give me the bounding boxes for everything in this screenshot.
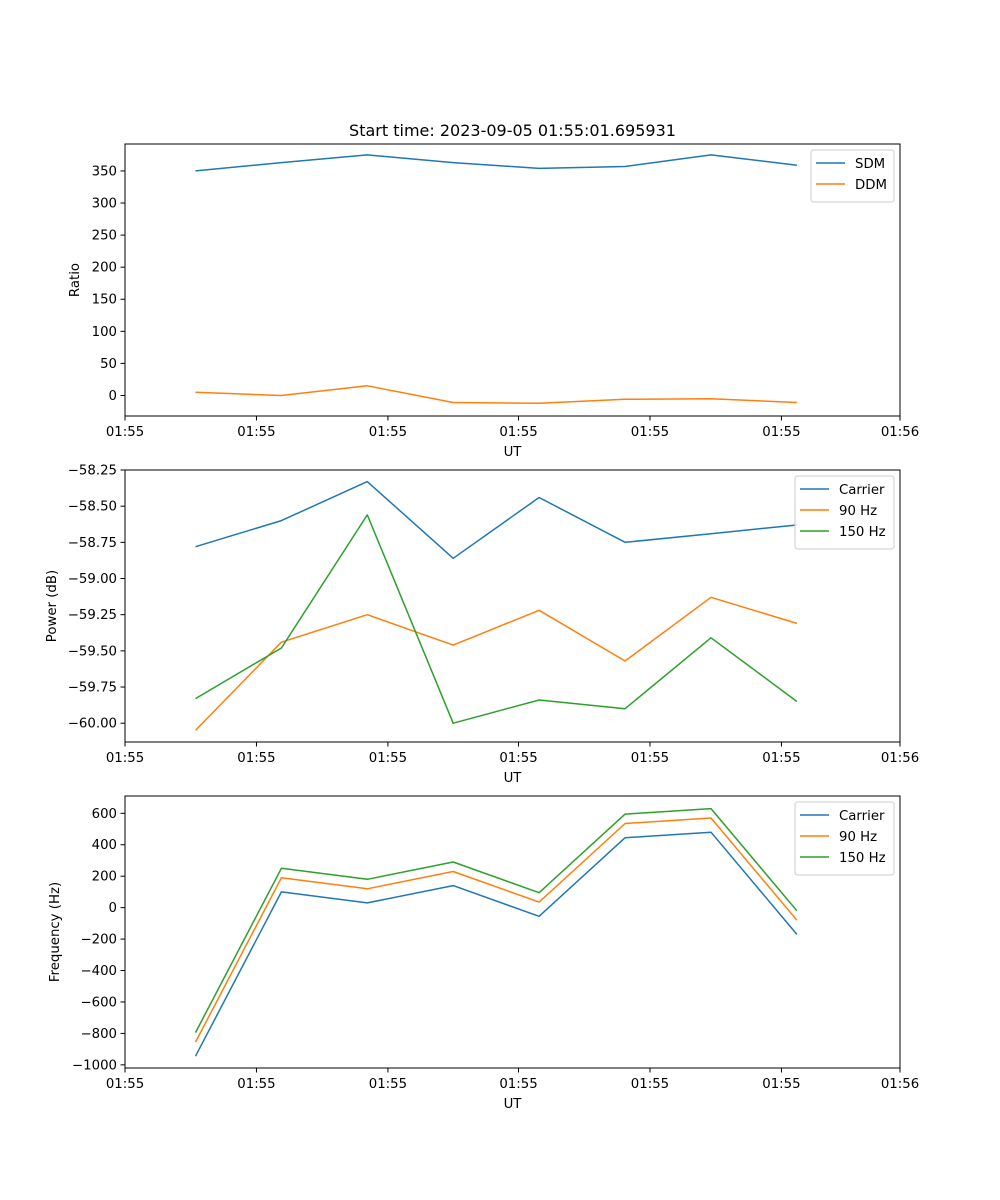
ratio-axes-frame (124, 143, 901, 417)
frequency-x-tick-label: 01:55 (237, 1077, 275, 1092)
power-x-tick-label: 01:55 (499, 751, 537, 766)
power-x-tick-label: 01:55 (106, 751, 144, 766)
frequency-y-tick-label: −1000 (72, 1058, 117, 1073)
power-panel: 01:55 01:55 01:55 01:55 01:55 01:55 01:56 −60.0… (45, 464, 919, 787)
ratio-legend-label-ddm: DDM (855, 178, 887, 193)
frequency-y-tick-label: −600 (80, 995, 117, 1010)
frequency-y-tick-label: 400 (92, 838, 117, 853)
ratio-y-tick-label: 150 (92, 293, 117, 308)
ratio-y-tick-label: 0 (109, 389, 117, 404)
ratio-series-line-sdm (195, 154, 797, 172)
ratio-x-tick-label: 01:55 (499, 425, 537, 440)
ratio-y-tick-label: 350 (92, 164, 117, 179)
frequency-y-tick-label: −800 (80, 1027, 117, 1042)
frequency-x-tick-label: 01:56 (881, 1077, 919, 1092)
power-y-tick-label: −59.75 (68, 681, 117, 696)
ratio-panel: 01:55 01:55 01:55 01:55 01:55 01:55 01:56 0 50 10… (68, 143, 919, 460)
ratio-y-axis-label: Ratio (68, 263, 83, 297)
ratio-legend-label-sdm: SDM (855, 157, 885, 172)
power-y-tick-label: −59.25 (68, 608, 117, 623)
frequency-y-tick-label: 0 (109, 901, 117, 916)
ratio-x-tick-label: 01:55 (106, 425, 144, 440)
power-y-axis-label: Power (dB) (45, 570, 60, 642)
frequency-legend-label-90-hz: 90 Hz (839, 830, 877, 845)
power-x-axis-label: UT (504, 771, 523, 786)
power-y-tick-label: −58.75 (68, 536, 117, 551)
frequency-panel: 01:55 01:55 01:55 01:55 01:55 01:55 01:56 −1000… (48, 795, 919, 1112)
frequency-legend-label-150-hz: 150 Hz (839, 851, 886, 866)
power-legend-label-150-hz: 150 Hz (839, 525, 886, 540)
ratio-y-tick-label: 50 (100, 357, 117, 372)
ratio-y-tick-label: 100 (92, 325, 117, 340)
frequency-x-tick-label: 01:55 (106, 1077, 144, 1092)
ratio-y-tick-label: 250 (92, 229, 117, 244)
power-y-tick-label: −58.50 (68, 500, 117, 515)
ratio-x-tick-label: 01:55 (631, 425, 669, 440)
frequency-y-tick-label: −400 (80, 964, 117, 979)
ratio-x-tick-label: 01:56 (881, 425, 919, 440)
frequency-series-line-90-hz (194, 817, 798, 1043)
ratio-x-axis-label: UT (504, 445, 523, 460)
chart-title: Start time: 2023-09-05 01:55:01.695931 (349, 121, 676, 140)
frequency-x-tick-label: 01:55 (499, 1077, 537, 1092)
frequency-series-line-carrier (194, 831, 798, 1057)
power-x-tick-label: 01:55 (762, 751, 800, 766)
ratio-y-tick-label: 300 (92, 197, 117, 212)
power-series-line-carrier (195, 480, 797, 560)
power-legend-label-90-hz: 90 Hz (839, 504, 877, 519)
power-x-tick-label: 01:55 (237, 751, 275, 766)
power-y-tick-label: −58.25 (68, 464, 117, 479)
frequency-x-tick-label: 01:55 (369, 1077, 407, 1092)
power-axes-frame (124, 469, 901, 743)
ratio-x-tick-label: 01:55 (369, 425, 407, 440)
frequency-y-tick-label: −200 (80, 933, 117, 948)
ratio-x-tick-label: 01:55 (237, 425, 275, 440)
frequency-axes-frame (124, 795, 901, 1069)
power-series-line-150-hz (195, 514, 798, 724)
ratio-y-tick-label: 200 (92, 261, 117, 276)
power-y-tick-label: −60.00 (68, 717, 117, 732)
power-x-tick-label: 01:55 (631, 751, 669, 766)
frequency-x-tick-label: 01:55 (762, 1077, 800, 1092)
power-y-tick-label: −59.50 (68, 644, 117, 659)
power-legend-label-carrier: Carrier (839, 483, 885, 498)
frequency-series-line-150-hz (194, 807, 798, 1033)
frequency-legend-label-carrier: Carrier (839, 809, 885, 824)
frequency-y-axis-label: Frequency (Hz) (48, 882, 63, 982)
frequency-x-axis-label: UT (504, 1097, 523, 1112)
power-series-line-90-hz (194, 596, 798, 731)
ratio-series-line-ddm (195, 385, 797, 404)
ratio-x-tick-label: 01:55 (762, 425, 800, 440)
power-x-tick-label: 01:55 (369, 751, 407, 766)
power-x-tick-label: 01:56 (881, 751, 919, 766)
frequency-y-tick-label: 600 (92, 807, 117, 822)
power-y-tick-label: −59.00 (68, 572, 117, 587)
frequency-x-tick-label: 01:55 (631, 1077, 669, 1092)
frequency-y-tick-label: 200 (92, 870, 117, 885)
